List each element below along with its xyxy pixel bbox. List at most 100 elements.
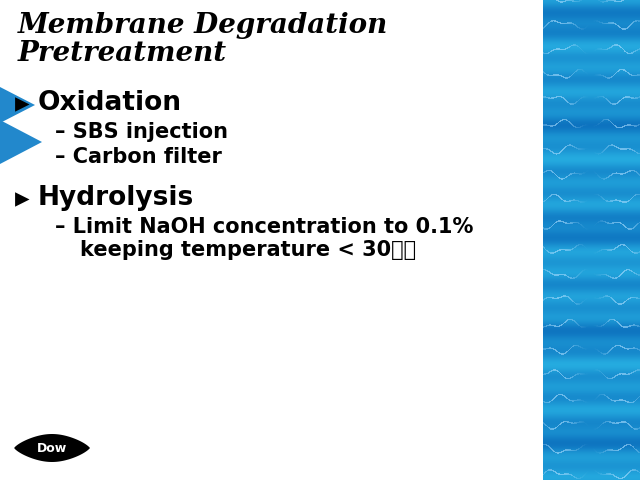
Bar — [543, 55, 640, 56]
Bar — [593, 348, 594, 349]
Bar — [623, 347, 624, 348]
Bar — [583, 202, 584, 203]
Bar — [557, 326, 558, 327]
Bar — [622, 373, 623, 374]
Bar — [603, 120, 604, 121]
Bar — [543, 417, 640, 418]
Bar — [604, 178, 605, 180]
Bar — [637, 470, 638, 472]
Bar — [564, 421, 565, 422]
Bar — [543, 249, 640, 250]
Bar — [623, 446, 624, 447]
Bar — [553, 398, 554, 400]
Bar — [631, 372, 632, 374]
Bar — [543, 194, 640, 195]
Bar — [563, 178, 564, 180]
Bar — [543, 264, 640, 265]
Bar — [607, 275, 608, 276]
Bar — [585, 52, 586, 54]
Bar — [624, 202, 625, 203]
Bar — [605, 421, 606, 422]
Bar — [547, 97, 548, 98]
Bar — [599, 0, 600, 1]
Bar — [543, 305, 640, 306]
Bar — [636, 74, 637, 76]
Bar — [603, 324, 604, 326]
Bar — [601, 196, 602, 198]
Bar — [595, 172, 596, 174]
Bar — [543, 61, 640, 62]
Bar — [543, 116, 640, 117]
Bar — [549, 196, 550, 197]
Bar — [567, 120, 568, 121]
Bar — [616, 222, 617, 223]
Bar — [543, 373, 544, 375]
Bar — [560, 23, 561, 24]
Bar — [627, 228, 628, 229]
Bar — [616, 400, 617, 401]
Bar — [623, 477, 624, 479]
Bar — [548, 52, 549, 54]
Bar — [565, 177, 566, 179]
Bar — [637, 20, 638, 22]
Bar — [604, 97, 605, 98]
Bar — [543, 22, 640, 23]
Bar — [560, 297, 561, 298]
Bar — [543, 78, 640, 79]
Bar — [543, 69, 640, 70]
Bar — [557, 48, 558, 50]
Bar — [618, 101, 619, 103]
Bar — [543, 354, 640, 355]
Bar — [617, 71, 618, 72]
Bar — [598, 427, 599, 428]
Bar — [558, 153, 559, 154]
Bar — [636, 125, 637, 127]
Bar — [604, 23, 605, 24]
Bar — [590, 348, 591, 349]
Bar — [600, 473, 601, 475]
Bar — [573, 400, 574, 402]
Bar — [597, 298, 598, 299]
Bar — [634, 227, 635, 228]
Bar — [566, 176, 567, 178]
Bar — [581, 399, 582, 401]
Bar — [629, 348, 630, 349]
Bar — [543, 41, 640, 42]
Bar — [605, 296, 606, 297]
Bar — [543, 9, 640, 10]
Bar — [599, 122, 600, 124]
Bar — [563, 274, 564, 276]
Bar — [591, 227, 592, 229]
Bar — [561, 120, 562, 121]
Bar — [554, 74, 555, 76]
Bar — [543, 379, 640, 380]
Bar — [584, 52, 585, 53]
Bar — [545, 96, 546, 98]
Bar — [565, 449, 566, 451]
Bar — [601, 121, 602, 122]
Bar — [543, 126, 640, 127]
Bar — [555, 252, 556, 253]
Bar — [565, 377, 566, 379]
Bar — [599, 298, 600, 299]
Bar — [632, 348, 633, 349]
Bar — [635, 97, 636, 99]
Bar — [543, 408, 640, 409]
Bar — [543, 168, 640, 169]
Bar — [543, 461, 640, 462]
Bar — [543, 476, 640, 477]
Bar — [565, 473, 566, 475]
Bar — [620, 27, 621, 28]
Bar — [582, 125, 583, 127]
Bar — [548, 427, 549, 428]
Bar — [596, 49, 597, 50]
Bar — [627, 348, 628, 349]
Bar — [614, 104, 615, 105]
Bar — [543, 288, 640, 289]
Bar — [543, 103, 640, 104]
Bar — [557, 74, 558, 76]
Bar — [586, 53, 587, 54]
Bar — [594, 470, 595, 471]
Bar — [555, 96, 556, 98]
Bar — [543, 65, 640, 66]
